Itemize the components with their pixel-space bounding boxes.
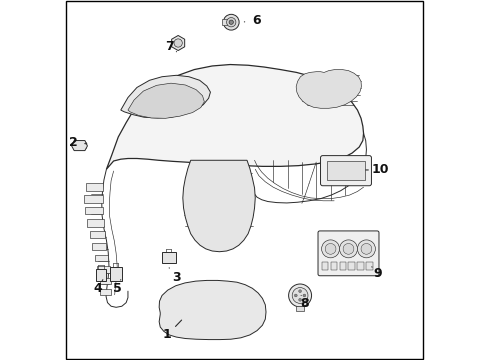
Circle shape (321, 240, 339, 258)
Text: 1: 1 (163, 328, 171, 341)
Polygon shape (121, 75, 210, 118)
Bar (97, 266, 109, 273)
Text: 4: 4 (93, 282, 102, 295)
Bar (100, 278, 111, 284)
Polygon shape (171, 36, 184, 50)
Circle shape (228, 20, 233, 24)
Bar (222, 19, 226, 25)
Circle shape (298, 298, 301, 301)
Bar (326, 161, 364, 180)
Circle shape (303, 294, 305, 297)
Polygon shape (296, 69, 361, 108)
Polygon shape (128, 83, 204, 118)
Text: 2: 2 (69, 136, 77, 149)
Bar (85, 207, 102, 214)
Polygon shape (159, 280, 265, 339)
Circle shape (226, 18, 235, 27)
Bar (86, 183, 103, 191)
Bar (296, 306, 303, 311)
Text: 6: 6 (251, 14, 260, 27)
Circle shape (339, 240, 357, 258)
Bar (92, 243, 106, 249)
Text: 3: 3 (172, 271, 180, 284)
Circle shape (288, 284, 311, 307)
Bar (94, 255, 108, 261)
Bar (339, 262, 346, 270)
Circle shape (206, 303, 219, 316)
Bar (366, 262, 372, 270)
Bar (87, 220, 103, 226)
Circle shape (325, 243, 335, 254)
Bar (357, 262, 363, 270)
Text: 8: 8 (300, 297, 308, 310)
Polygon shape (72, 140, 87, 150)
Circle shape (357, 240, 375, 258)
Circle shape (223, 14, 239, 30)
FancyBboxPatch shape (320, 156, 371, 186)
Text: 10: 10 (370, 163, 388, 176)
Text: 7: 7 (164, 40, 173, 53)
Bar (321, 262, 327, 270)
Polygon shape (110, 267, 122, 281)
Circle shape (343, 243, 353, 254)
Bar (348, 262, 354, 270)
Text: 9: 9 (373, 267, 382, 280)
Polygon shape (106, 64, 363, 169)
Circle shape (360, 243, 371, 254)
Polygon shape (96, 269, 106, 281)
Bar (330, 262, 336, 270)
Polygon shape (162, 252, 175, 263)
Circle shape (292, 288, 307, 303)
Circle shape (298, 290, 301, 293)
Bar (100, 289, 111, 295)
Text: 5: 5 (113, 282, 122, 295)
Circle shape (174, 39, 182, 47)
Circle shape (294, 294, 297, 297)
Polygon shape (183, 160, 255, 252)
Bar (89, 231, 104, 238)
FancyBboxPatch shape (317, 231, 378, 276)
Bar (83, 195, 103, 203)
